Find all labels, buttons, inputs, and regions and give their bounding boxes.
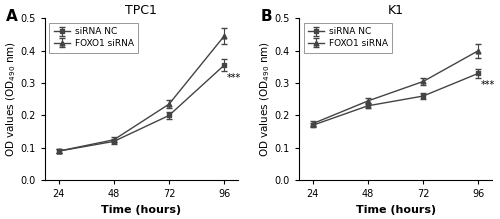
Text: ***: *** [480,80,495,90]
Legend: siRNA NC, FOXO1 siRNA: siRNA NC, FOXO1 siRNA [304,23,392,53]
Text: A: A [6,9,18,24]
Text: ***: *** [226,73,240,83]
Legend: siRNA NC, FOXO1 siRNA: siRNA NC, FOXO1 siRNA [50,23,138,53]
X-axis label: Time (hours): Time (hours) [356,205,436,215]
X-axis label: Time (hours): Time (hours) [102,205,182,215]
Y-axis label: OD values (OD$_{490}$ nm): OD values (OD$_{490}$ nm) [4,41,18,157]
Text: B: B [260,9,272,24]
Y-axis label: OD values (OD$_{490}$ nm): OD values (OD$_{490}$ nm) [258,41,272,157]
Title: K1: K1 [388,4,404,17]
Title: TPC1: TPC1 [126,4,158,17]
